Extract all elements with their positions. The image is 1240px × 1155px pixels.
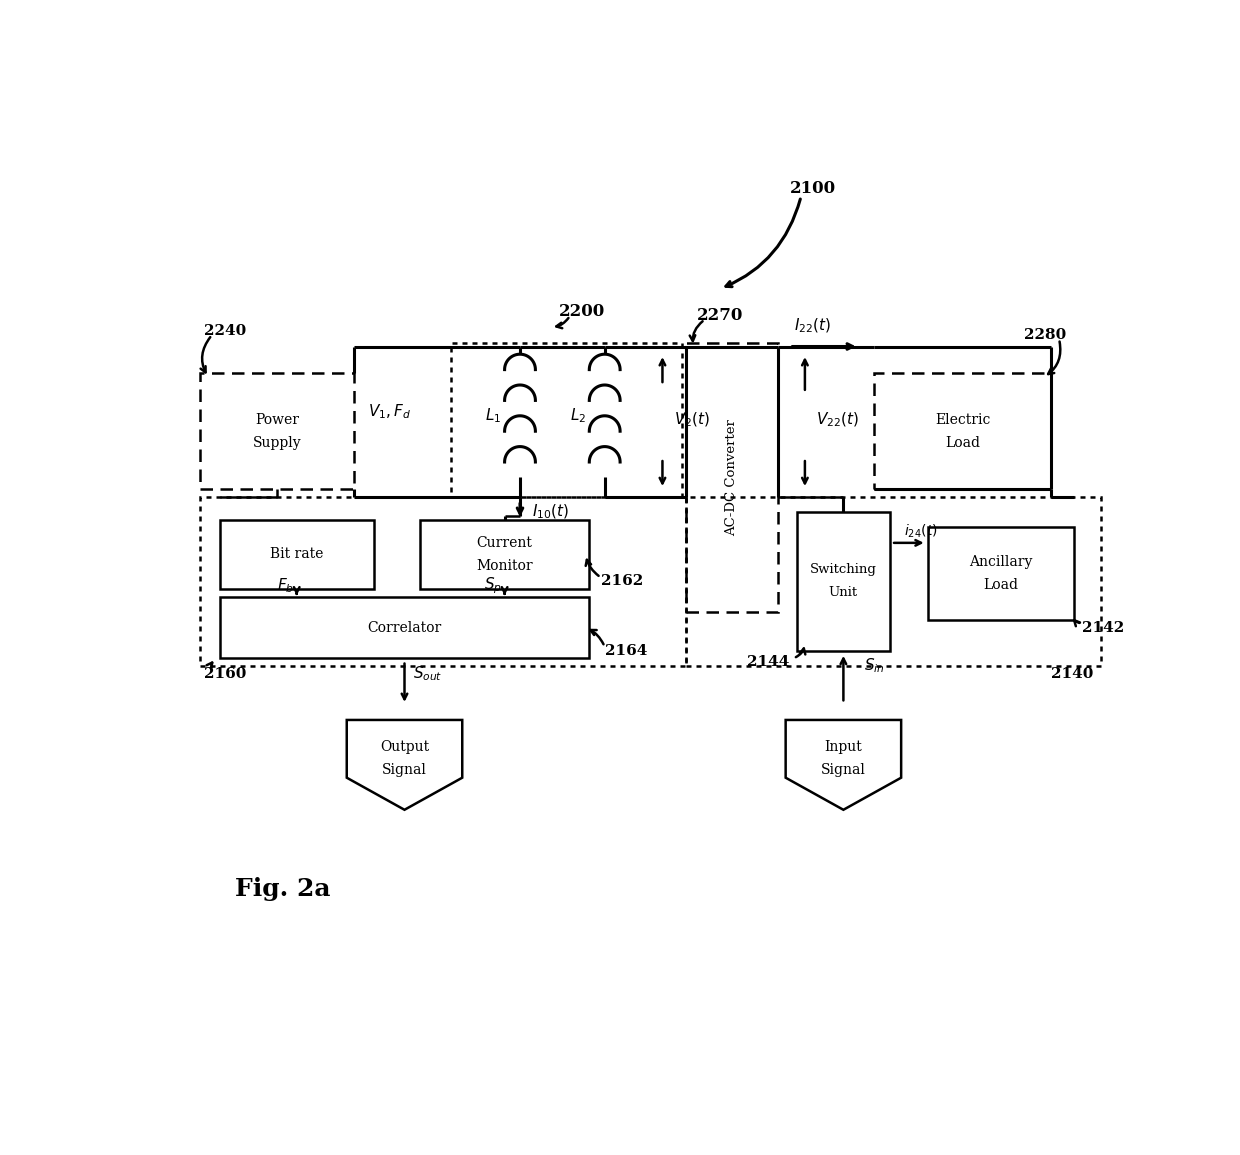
Bar xyxy=(201,497,686,666)
Text: $S_{out}$: $S_{out}$ xyxy=(413,664,443,683)
Text: Output: Output xyxy=(379,740,429,754)
Bar xyxy=(219,520,373,589)
Text: $I_{22}(t)$: $I_{22}(t)$ xyxy=(794,316,831,335)
Text: Power: Power xyxy=(255,412,299,426)
Bar xyxy=(797,512,889,650)
Text: Load: Load xyxy=(945,435,981,449)
Text: $V_2(t)$: $V_2(t)$ xyxy=(675,410,711,429)
Text: Correlator: Correlator xyxy=(367,620,441,634)
Text: Signal: Signal xyxy=(821,763,866,777)
Text: Monitor: Monitor xyxy=(476,559,533,573)
Bar xyxy=(450,343,682,497)
Text: $S_{in}$: $S_{in}$ xyxy=(864,657,884,676)
Text: Switching: Switching xyxy=(810,564,877,576)
Text: $F_b$: $F_b$ xyxy=(277,576,294,595)
Text: Bit rate: Bit rate xyxy=(270,547,324,561)
Text: Current: Current xyxy=(476,536,532,550)
Text: AC-DC Converter: AC-DC Converter xyxy=(725,419,738,536)
Bar xyxy=(928,528,1074,620)
Text: Electric: Electric xyxy=(935,412,991,426)
Text: $L_1$: $L_1$ xyxy=(485,407,501,425)
Text: 2160: 2160 xyxy=(205,666,247,680)
Text: Fig. 2a: Fig. 2a xyxy=(236,878,331,901)
Text: Unit: Unit xyxy=(828,587,858,599)
Text: 2164: 2164 xyxy=(605,643,647,657)
Bar xyxy=(686,497,1101,666)
Text: 2280: 2280 xyxy=(1024,328,1066,342)
Text: $I_{10}(t)$: $I_{10}(t)$ xyxy=(532,502,569,521)
Text: Ancillary: Ancillary xyxy=(970,556,1033,569)
Text: Load: Load xyxy=(983,579,1019,593)
Text: 2100: 2100 xyxy=(790,180,836,198)
Text: 2162: 2162 xyxy=(601,574,644,588)
Text: 2140: 2140 xyxy=(1052,666,1094,680)
Bar xyxy=(420,520,589,589)
Text: Input: Input xyxy=(825,740,862,754)
Text: $S_p$: $S_p$ xyxy=(484,575,502,596)
Text: $V_{22}(t)$: $V_{22}(t)$ xyxy=(816,410,859,429)
Bar xyxy=(201,373,355,489)
Text: 2142: 2142 xyxy=(1083,620,1125,634)
Bar xyxy=(219,597,589,658)
Text: $V_1, F_d$: $V_1, F_d$ xyxy=(367,403,410,422)
Text: $L_2$: $L_2$ xyxy=(569,407,585,425)
Bar xyxy=(874,373,1052,489)
Text: Signal: Signal xyxy=(382,763,427,777)
Text: 2200: 2200 xyxy=(558,304,605,320)
Text: Supply: Supply xyxy=(253,435,301,449)
Text: 2270: 2270 xyxy=(697,307,744,325)
Text: $i_{24}(t)$: $i_{24}(t)$ xyxy=(904,522,937,541)
Text: 2240: 2240 xyxy=(205,325,247,338)
Text: 2144: 2144 xyxy=(748,655,790,669)
Bar xyxy=(686,343,777,612)
